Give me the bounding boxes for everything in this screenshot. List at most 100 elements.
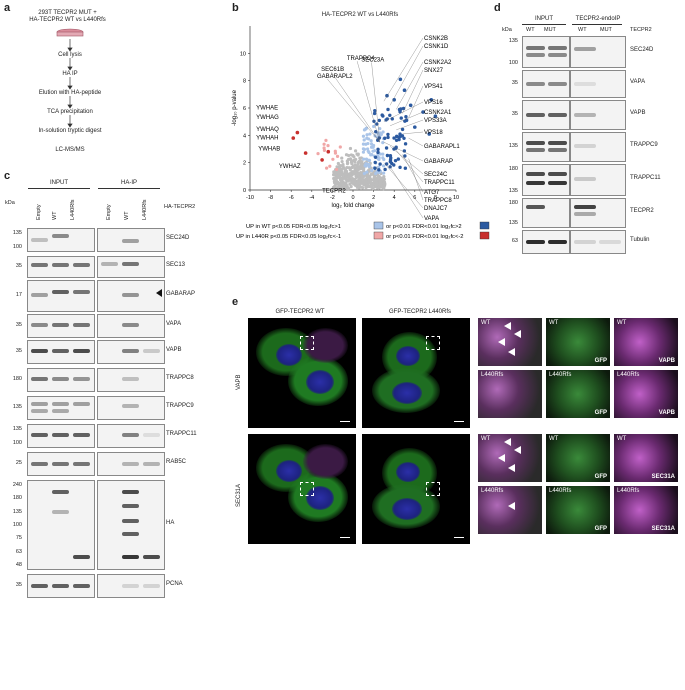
c-blot-gabarap: [97, 280, 165, 312]
leader-line: [327, 78, 380, 143]
cell-body: [303, 328, 348, 363]
blot-band: [52, 462, 69, 466]
blot-band: [73, 290, 90, 294]
c-kda-marker: 100: [12, 440, 22, 446]
data-point: [372, 124, 376, 129]
data-point: [355, 183, 359, 187]
micrograph-1: [248, 318, 356, 428]
leader-line: [408, 85, 424, 118]
data-point: [384, 162, 389, 166]
panel-c-label: c: [4, 170, 11, 182]
c-blot-sec13: [97, 256, 165, 278]
blot-band: [52, 409, 69, 413]
data-point: [377, 165, 381, 169]
x-tick-label: 8: [434, 195, 437, 201]
data-point: [347, 176, 351, 181]
c-kda-marker: 17: [15, 292, 22, 298]
blot-band: [52, 402, 69, 406]
leader-line: [396, 119, 424, 131]
data-point: [370, 182, 374, 186]
c-kda-marker: 35: [15, 263, 22, 269]
blot-band: [122, 462, 139, 466]
data-point: [373, 166, 377, 170]
d-blot-name: SEC24D: [630, 47, 654, 53]
blot-band: [122, 262, 139, 266]
data-point: [351, 179, 355, 183]
d-blot-name: TECPR2: [630, 208, 654, 214]
panel-e-label: e: [232, 296, 239, 308]
legend-mut: UP in L440R p<0.05 FDR<0.05 log₂fc<-1: [236, 234, 341, 240]
data-point: [388, 158, 393, 162]
x-tick-label: 6: [413, 195, 416, 201]
data-point: [357, 165, 361, 169]
data-point: [362, 171, 366, 176]
gene-label: TRAPPC11: [424, 180, 455, 186]
blot-band: [73, 584, 90, 588]
data-point: [385, 153, 390, 158]
data-point: [379, 132, 383, 136]
micrograph-2: [362, 318, 470, 428]
c-kda-marker: 135: [12, 426, 22, 432]
data-point: [295, 130, 300, 135]
data-point: [373, 179, 377, 183]
leader-line: [396, 150, 424, 183]
sec13-arrowhead-icon: [156, 289, 162, 297]
leader-line: [396, 61, 424, 110]
d-kda-marker: 135: [508, 220, 518, 226]
d-blot-trappc11: [570, 164, 626, 196]
zoom-condition-label: L440Rfs: [617, 372, 640, 378]
c-blot-name: SEC24D: [166, 235, 190, 241]
data-point: [365, 183, 370, 187]
x-tick-label: -2: [330, 195, 335, 201]
d-blot-tubulin: [570, 230, 626, 254]
data-point: [373, 108, 377, 113]
blot-band: [526, 240, 545, 244]
data-point: [332, 171, 336, 175]
blot-band: [574, 177, 596, 181]
data-point: [380, 113, 384, 117]
data-point: [335, 165, 339, 169]
blot-band: [52, 323, 69, 327]
data-point: [389, 161, 394, 166]
d-blot-tubulin: [522, 230, 570, 254]
data-point: [320, 158, 324, 162]
data-point: [322, 146, 326, 150]
zoom-channel-label: SEC31A: [651, 526, 675, 532]
data-point: [386, 132, 390, 137]
colocalization-arrowhead-icon: [504, 322, 511, 330]
blot-band: [526, 141, 545, 145]
leader-line: [402, 131, 424, 135]
data-point: [350, 165, 354, 170]
data-point: [345, 179, 349, 183]
data-point: [335, 154, 340, 158]
data-point: [372, 149, 377, 153]
data-point: [386, 135, 390, 140]
blot-band: [31, 377, 48, 381]
leader-line: [402, 154, 424, 193]
d-blot-name: Tubulin: [630, 237, 650, 243]
c-blot-trappc9: [27, 396, 95, 420]
zoom-panel: L440Rfs VAPB: [614, 370, 678, 418]
data-point: [325, 166, 329, 170]
c-lane-label: WT: [52, 211, 58, 220]
d-blot-vapa: [522, 70, 570, 98]
zoom-channel-label: GFP: [594, 358, 607, 364]
data-point: [362, 157, 366, 161]
colocalization-arrowhead-icon: [514, 446, 521, 454]
data-point: [403, 166, 408, 170]
gene-label: CSNK1D: [424, 44, 449, 50]
data-point: [381, 164, 386, 168]
gene-label: VPS41: [424, 84, 443, 90]
data-point: [362, 181, 366, 185]
d-kda-marker: 180: [508, 166, 518, 172]
zoom-panel: WT SEC31A: [614, 434, 678, 482]
leader-line: [371, 62, 380, 143]
d-input-header: INPUT: [535, 16, 553, 22]
data-point: [381, 152, 385, 156]
d-kda-label: kDa: [502, 27, 512, 33]
zoom-condition-label: L440Rfs: [481, 488, 504, 494]
leader-line: [383, 162, 424, 209]
c-kda-marker: 35: [15, 322, 22, 328]
haip-header: HA-IP: [120, 180, 137, 186]
c-blot-name: RAB5C: [166, 459, 187, 465]
